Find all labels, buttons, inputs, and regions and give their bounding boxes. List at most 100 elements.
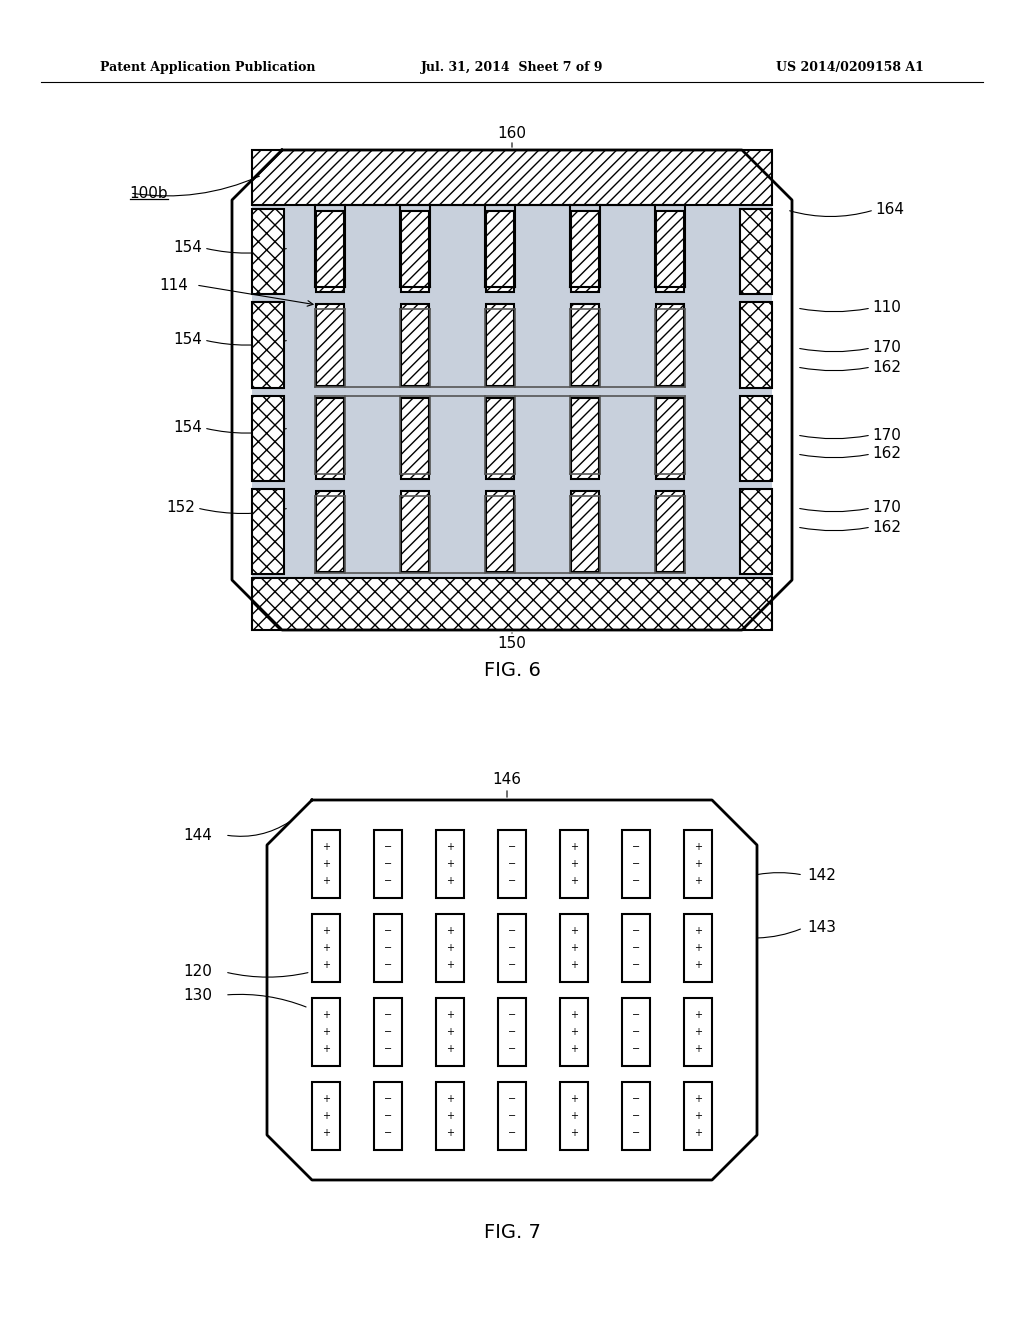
Text: −: − [508, 925, 516, 936]
Text: −: − [632, 1094, 640, 1104]
Text: 154: 154 [173, 240, 202, 256]
Bar [684, 998, 712, 1067]
Bar [684, 1081, 712, 1151]
Bar [401, 304, 429, 385]
Bar [656, 397, 684, 479]
Bar [375, 1081, 401, 1151]
Text: +: + [322, 859, 330, 869]
Text: −: − [632, 960, 640, 970]
Bar [316, 397, 344, 479]
Bar [656, 304, 684, 385]
Text: −: − [508, 942, 516, 953]
Bar [740, 396, 772, 480]
Text: US 2014/0209158 A1: US 2014/0209158 A1 [776, 62, 924, 74]
Bar [571, 304, 599, 385]
Text: +: + [570, 960, 578, 970]
Text: 164: 164 [874, 202, 904, 218]
Text: 110: 110 [872, 301, 901, 315]
Bar [252, 209, 284, 294]
Bar [499, 829, 525, 899]
Text: −: − [508, 876, 516, 886]
Bar [436, 1081, 464, 1151]
Bar [401, 491, 429, 572]
Text: 152: 152 [166, 500, 195, 516]
Bar [316, 304, 344, 385]
Bar [571, 211, 599, 292]
Text: −: − [508, 960, 516, 970]
Text: +: + [694, 1010, 702, 1020]
Polygon shape [267, 800, 757, 1180]
Text: +: + [694, 876, 702, 886]
Bar [375, 829, 401, 899]
Bar [312, 1081, 340, 1151]
Bar [740, 302, 772, 388]
Text: −: − [632, 1111, 640, 1121]
Text: −: − [384, 1094, 392, 1104]
Polygon shape [232, 150, 792, 630]
Text: −: − [384, 842, 392, 851]
Bar [486, 491, 514, 572]
Text: +: + [322, 1094, 330, 1104]
Text: −: − [384, 1010, 392, 1020]
Bar [656, 211, 684, 292]
Text: −: − [508, 1111, 516, 1121]
Bar [684, 913, 712, 982]
Bar [740, 209, 772, 294]
Text: +: + [570, 925, 578, 936]
Bar [401, 397, 429, 479]
Bar [252, 302, 284, 388]
Bar [656, 491, 684, 572]
Text: +: + [322, 1044, 330, 1055]
Text: 154: 154 [173, 421, 202, 436]
Text: 170: 170 [872, 500, 901, 516]
Bar [312, 913, 340, 982]
Bar [401, 211, 429, 292]
Text: 114: 114 [159, 277, 188, 293]
Bar [252, 209, 284, 294]
Text: +: + [322, 942, 330, 953]
Text: Patent Application Publication: Patent Application Publication [100, 62, 315, 74]
Bar [252, 488, 284, 574]
Text: −: − [632, 925, 640, 936]
Text: +: + [570, 876, 578, 886]
Bar [316, 491, 344, 572]
Bar [571, 397, 599, 479]
Text: FIG. 6: FIG. 6 [483, 660, 541, 680]
Text: +: + [446, 960, 454, 970]
Bar [316, 304, 344, 385]
Text: +: + [570, 942, 578, 953]
Bar [656, 397, 684, 479]
Text: +: + [570, 859, 578, 869]
Text: +: + [322, 842, 330, 851]
Bar [656, 304, 684, 385]
Text: +: + [446, 876, 454, 886]
Text: +: + [322, 1111, 330, 1121]
Bar [486, 491, 514, 572]
Text: +: + [446, 942, 454, 953]
Bar [486, 397, 514, 479]
Text: +: + [446, 1129, 454, 1138]
Text: +: + [694, 925, 702, 936]
Text: −: − [632, 1027, 640, 1038]
Text: −: − [384, 942, 392, 953]
Text: +: + [570, 1094, 578, 1104]
Bar [560, 1081, 588, 1151]
Text: +: + [446, 842, 454, 851]
Bar [740, 302, 772, 388]
Text: +: + [446, 925, 454, 936]
Text: −: − [384, 1044, 392, 1055]
Bar [571, 397, 599, 479]
Text: −: − [632, 1044, 640, 1055]
Text: −: − [508, 1044, 516, 1055]
Text: −: − [508, 859, 516, 869]
Bar [560, 829, 588, 899]
Text: +: + [322, 1010, 330, 1020]
Bar [316, 397, 344, 479]
Bar [486, 211, 514, 292]
Bar [499, 913, 525, 982]
Bar [316, 211, 344, 292]
Text: +: + [694, 1111, 702, 1121]
Text: 144: 144 [183, 828, 212, 842]
Bar [623, 1081, 649, 1151]
Bar [375, 998, 401, 1067]
